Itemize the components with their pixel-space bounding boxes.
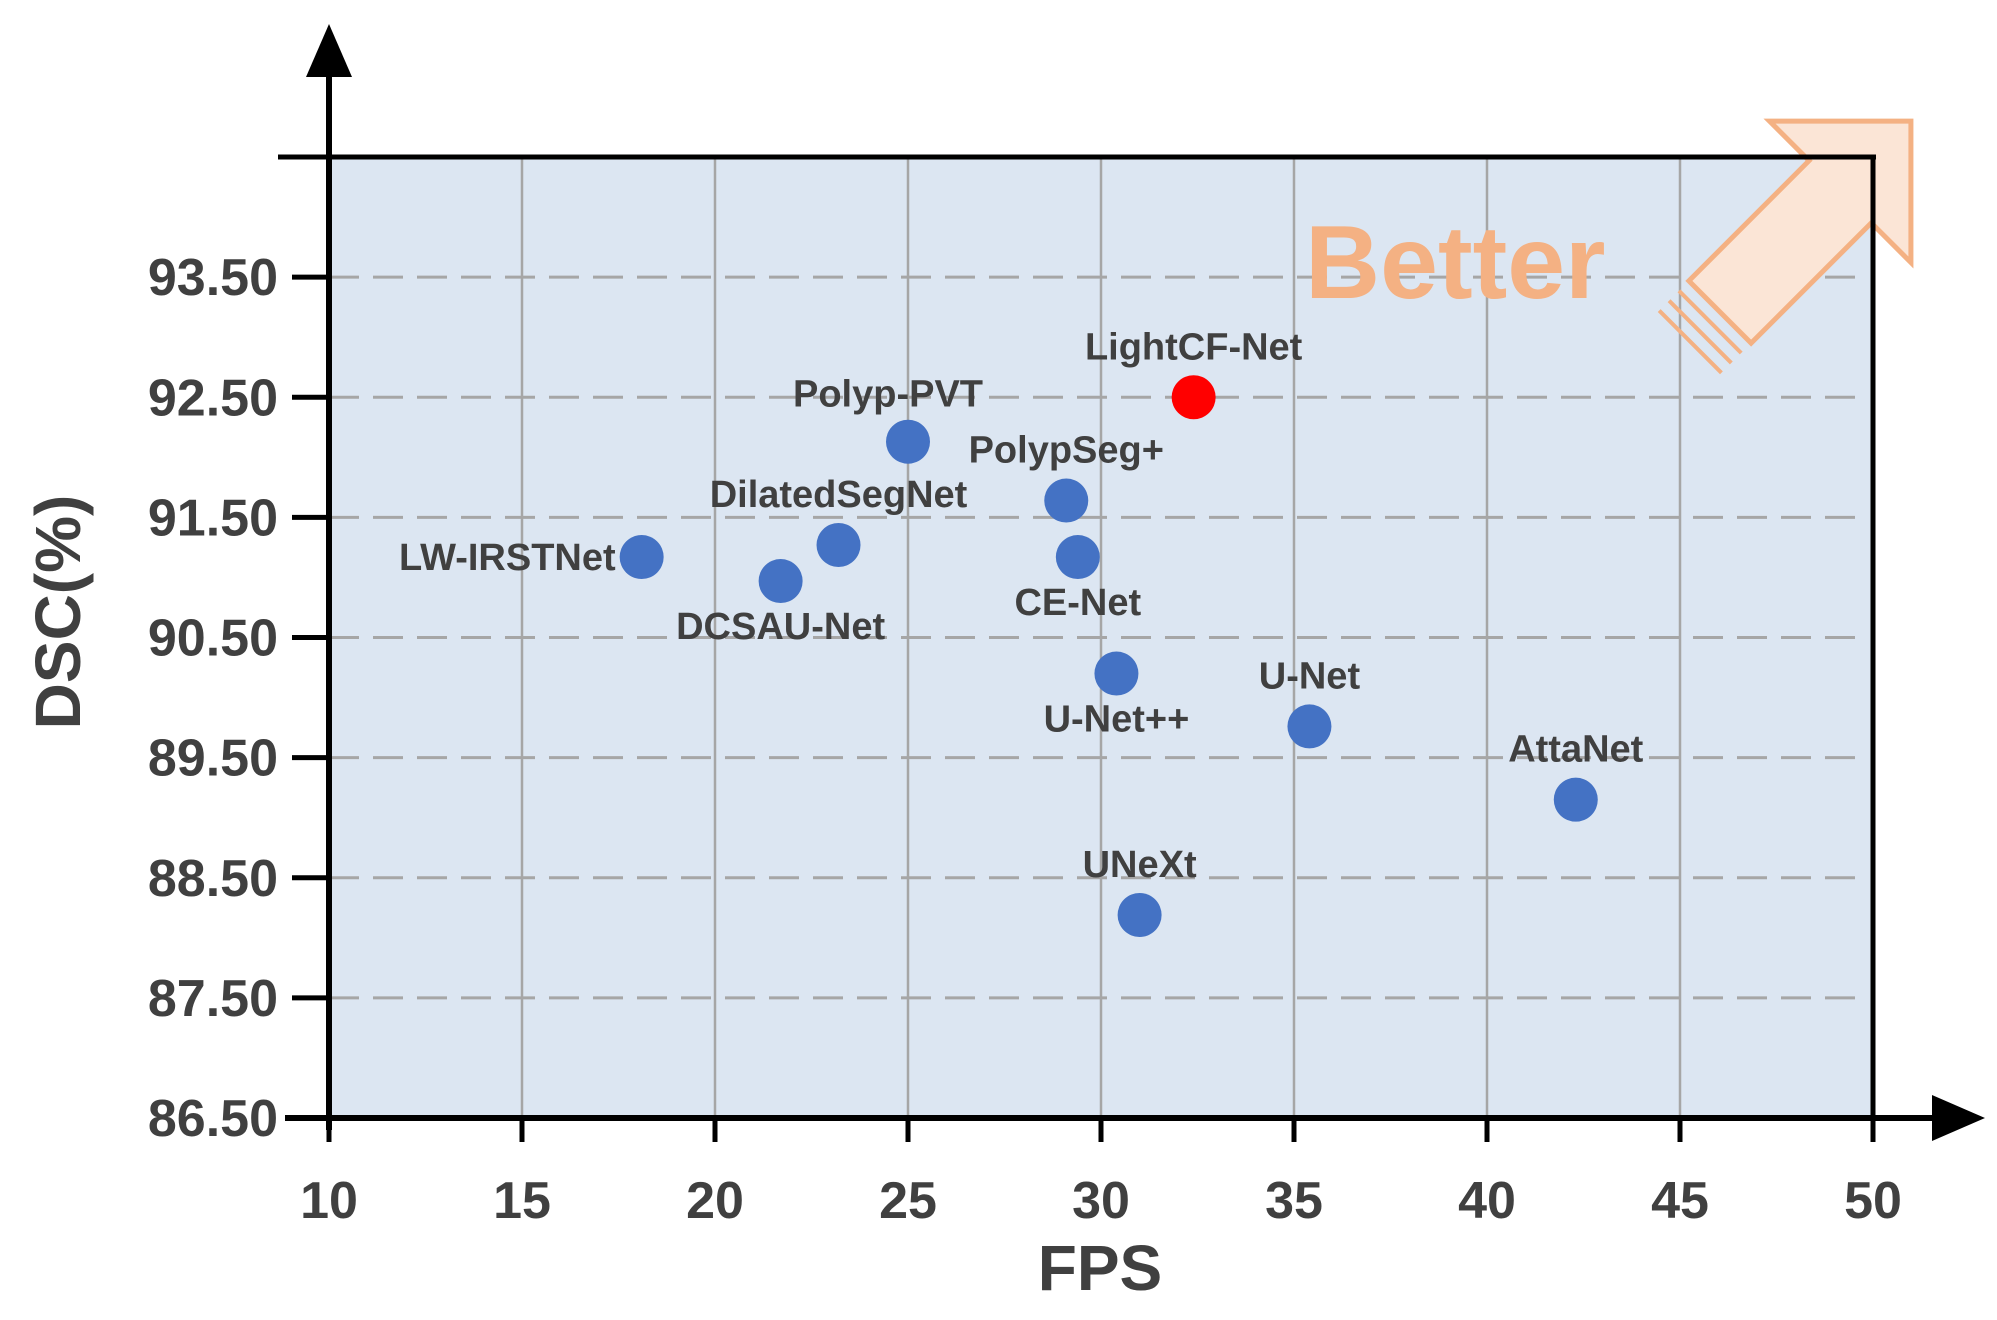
y-tick-label: 91.50	[148, 489, 278, 547]
better-annotation: Better	[1305, 118, 1914, 375]
point-label: U-Net	[1259, 655, 1361, 697]
x-tick-label: 15	[493, 1172, 551, 1230]
arrow-tail-stripe	[1667, 299, 1733, 365]
point-u-net	[1287, 704, 1332, 749]
x-tick-label: 20	[686, 1172, 744, 1230]
better-label: Better	[1305, 205, 1606, 321]
y-tick-label: 92.50	[148, 369, 278, 427]
point-dcsau-net	[758, 559, 803, 604]
point-label: CE-Net	[1014, 582, 1141, 624]
point-polypseg-	[1044, 478, 1089, 523]
point-ce-net	[1055, 535, 1100, 580]
y-axis-title: DSC(%)	[22, 495, 94, 730]
point-unext	[1117, 892, 1162, 937]
y-tick-label: 89.50	[148, 730, 278, 788]
point-dilatedsegnet	[816, 523, 861, 568]
point-label: Polyp-PVT	[793, 374, 983, 416]
point-label: LW-IRSTNet	[399, 537, 616, 579]
point-label: DCSAU-Net	[676, 606, 885, 648]
x-tick-label: 10	[300, 1172, 358, 1230]
point-label: LightCF-Net	[1085, 326, 1303, 368]
x-tick-label: 45	[1651, 1172, 1709, 1230]
data-point-labels: LightCF-Net Polyp-PVT PolypSeg+DilatedSegN…	[399, 326, 1644, 886]
point-label: AttaNet	[1508, 729, 1643, 771]
horizontal-gridlines	[329, 275, 1855, 1000]
axis-ticks	[292, 274, 1876, 1142]
x-tick-label: 35	[1265, 1172, 1323, 1230]
x-axis-title: FPS	[1038, 1232, 1162, 1304]
x-tick-label: 50	[1844, 1172, 1902, 1230]
y-axis-arrowhead-icon	[306, 24, 352, 77]
point-polyp-pvt	[886, 419, 930, 464]
axis-tick-labels: 86.50 87.50 88.50 89.50 90.50 91.50 92.50 93.50…	[148, 249, 1902, 1230]
y-tick-label: 93.50	[148, 249, 278, 307]
arrow-tail-stripe	[1677, 289, 1743, 355]
data-points	[619, 375, 1598, 937]
x-tick-label: 30	[1072, 1172, 1130, 1230]
x-axis-arrowhead-icon	[1932, 1095, 1985, 1141]
x-tick-label: 40	[1458, 1172, 1516, 1230]
point-lw-irstnet	[619, 535, 664, 580]
arrow-tail-stripe	[1657, 309, 1723, 375]
y-tick-label: 87.50	[148, 970, 278, 1028]
better-arrow-icon	[1657, 118, 1914, 375]
point-label: UNeXt	[1083, 844, 1197, 886]
y-tick-label: 88.50	[148, 850, 278, 908]
y-tick-label: 86.50	[148, 1090, 278, 1148]
y-tick-label: 90.50	[148, 610, 278, 668]
point-label: U-Net++	[1044, 699, 1190, 741]
point-u-net-	[1094, 651, 1139, 696]
point-lightcf-net	[1171, 375, 1216, 420]
point-attanet	[1553, 777, 1598, 822]
point-label: PolypSeg+	[969, 430, 1164, 472]
point-label: DilatedSegNet	[710, 474, 968, 516]
x-tick-label: 25	[879, 1172, 937, 1230]
